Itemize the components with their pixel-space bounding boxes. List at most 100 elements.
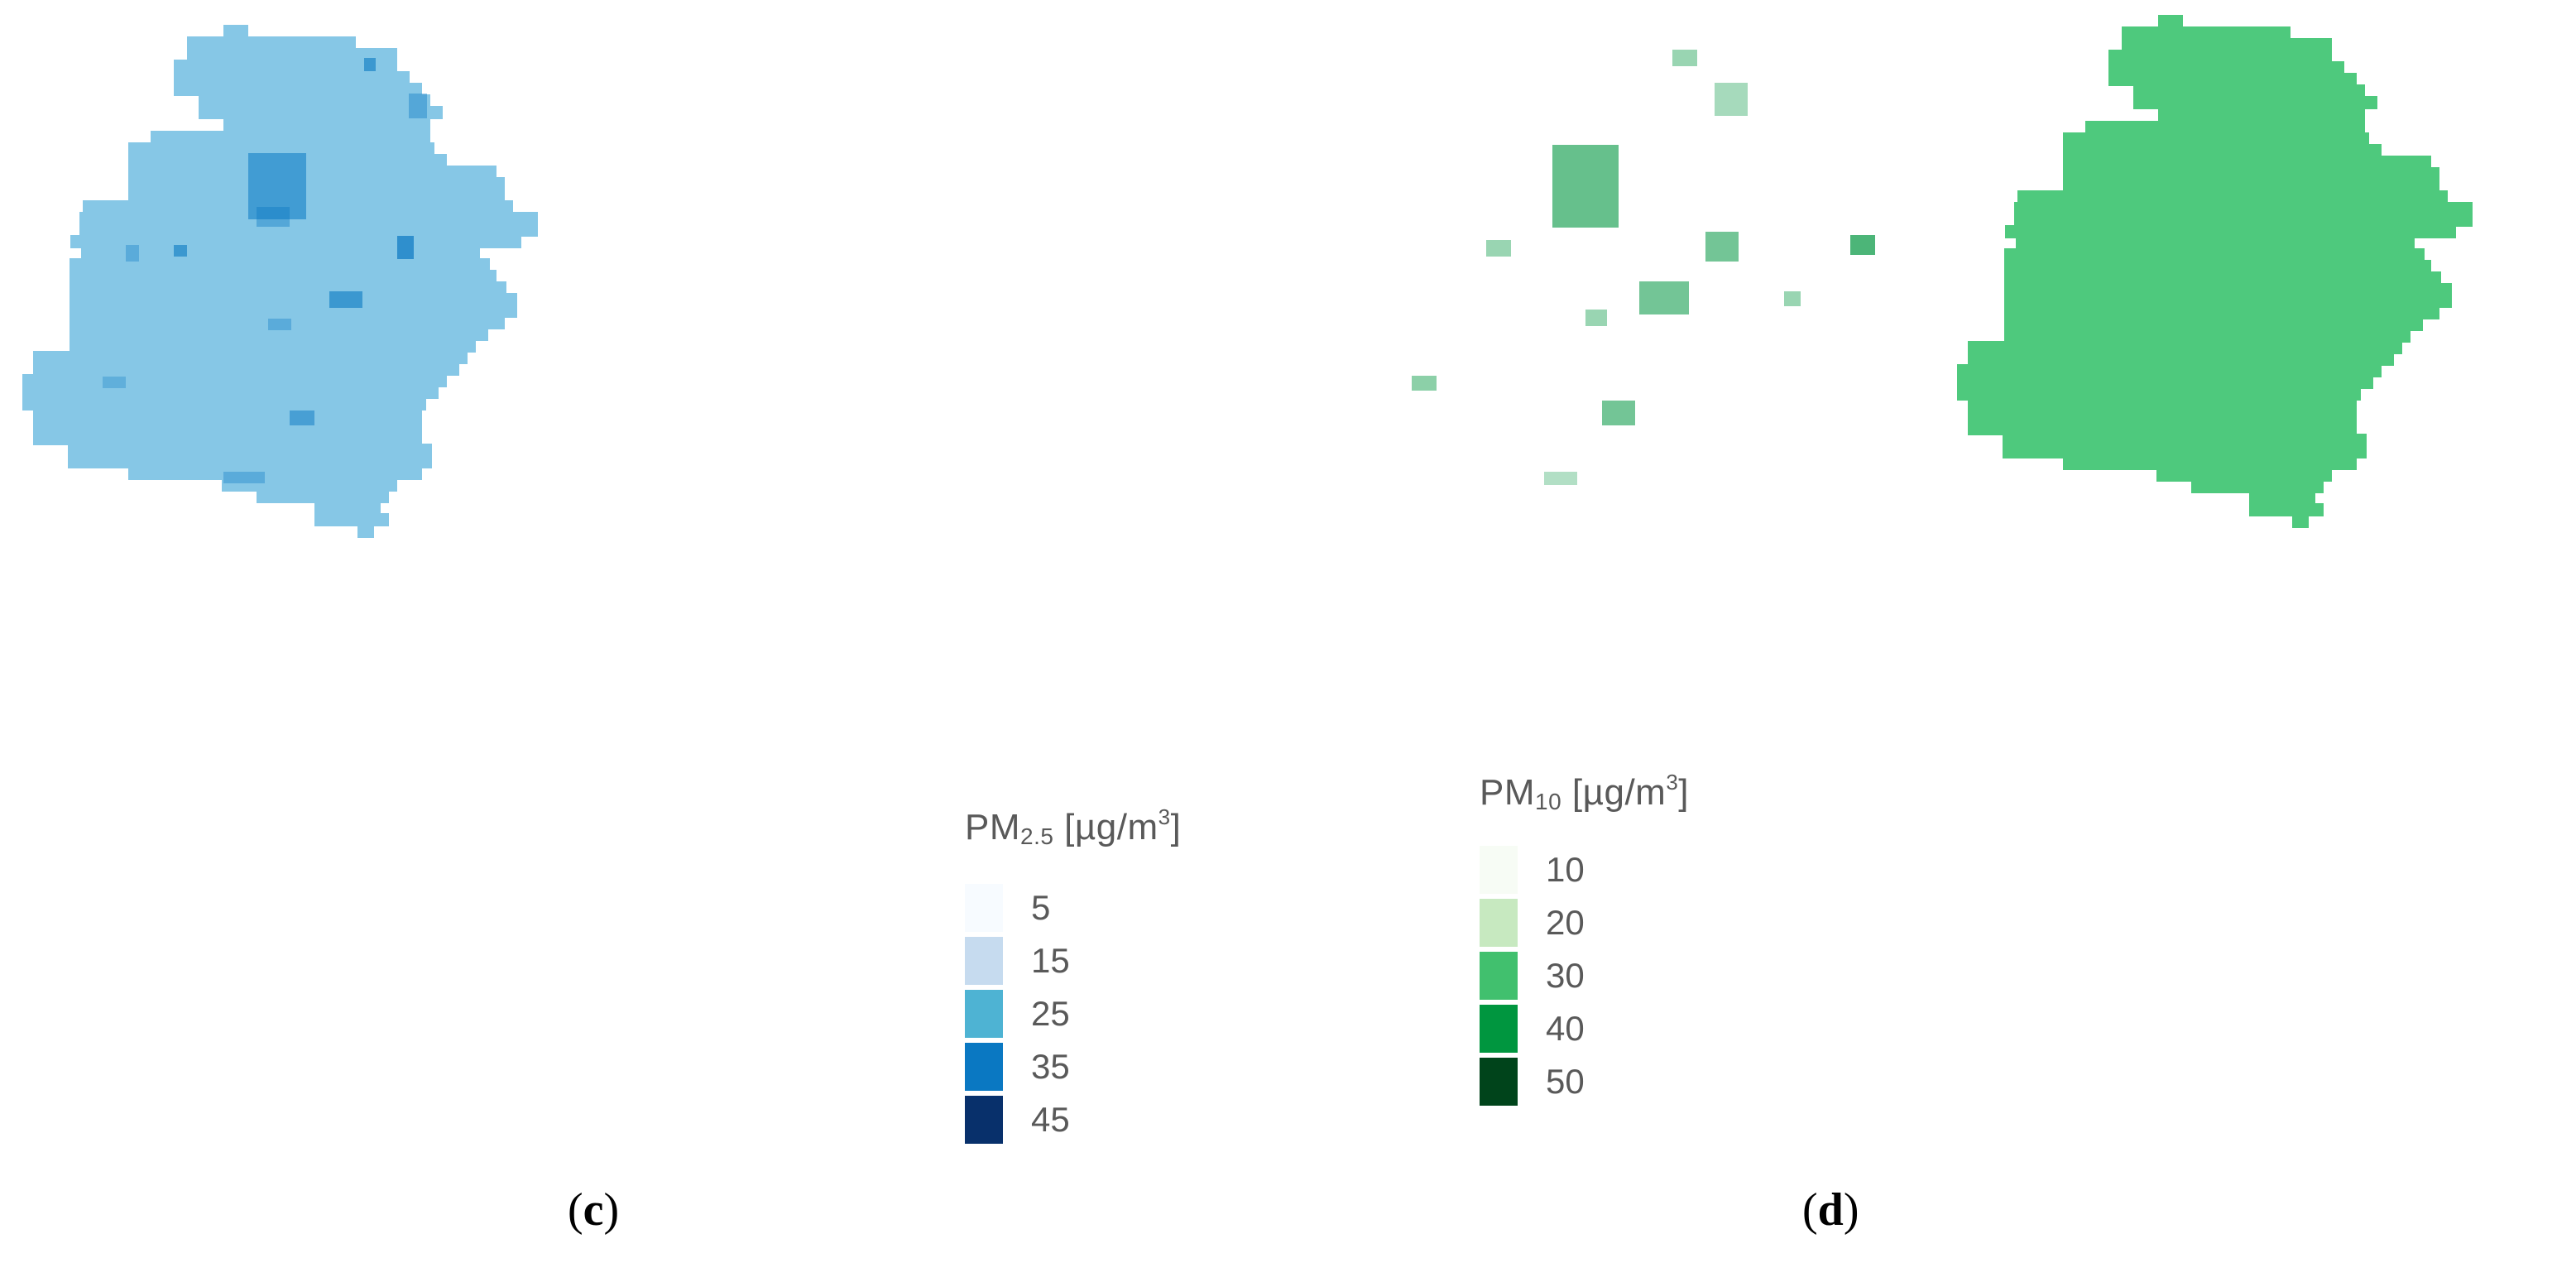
legend-label: 30 [1546, 956, 1585, 995]
high-concentration-cell [1486, 240, 1511, 257]
pm25-legend: PM2.5 [µg/m3] 5 15 25 35 45 [965, 804, 1181, 1146]
map-cell-row [187, 36, 356, 50]
map-cell-row [257, 490, 389, 503]
map-cell-row [70, 293, 517, 306]
map-cell-row [33, 351, 468, 364]
map-cell-row [128, 467, 422, 480]
high-concentration-cell [1672, 50, 1697, 66]
map-cell-row [314, 502, 381, 515]
legend-swatch [965, 990, 1003, 1038]
map-cell-row [70, 339, 476, 353]
legend-item: 10 [1480, 843, 1689, 896]
map-cell-row [2133, 84, 2365, 98]
legend-label: 45 [1031, 1100, 1070, 1139]
map-cell-row [174, 71, 410, 84]
map-cell-row [33, 432, 422, 445]
legend-title: PM2.5 [µg/m3] [965, 804, 1182, 849]
map-cell-row [1968, 410, 2357, 424]
high-concentration-cell [1850, 235, 1875, 255]
map-cell-row [2085, 121, 2365, 134]
map-cell-row [2249, 492, 2315, 505]
map-cell-row [2063, 179, 2439, 192]
high-concentration-cell [126, 245, 139, 262]
map-cell-row [2004, 283, 2452, 296]
map-cell-row [70, 270, 496, 283]
high-concentration-cell [329, 291, 362, 308]
map-cell-row [1957, 376, 2373, 389]
high-concentration-cell [257, 207, 290, 227]
map-cell-row [79, 212, 538, 225]
legend-item: 45 [965, 1093, 1181, 1146]
pm10-concentration-map [1412, 15, 2473, 528]
map-cell-row [2108, 50, 2332, 63]
high-concentration-cell [1715, 83, 1748, 116]
high-concentration-cell [364, 58, 376, 71]
map-cell-row [223, 25, 248, 38]
map-cell-row [2063, 457, 2357, 470]
high-concentration-cell [223, 472, 265, 483]
map-cell-row [1968, 422, 2357, 435]
map-cell-row [2004, 329, 2411, 343]
map-cell-row [70, 316, 505, 329]
panel-caption: (d) [1802, 1184, 1859, 1236]
legend-swatch [1480, 1005, 1518, 1053]
map-cell-row [22, 397, 426, 410]
legend-swatch [1480, 899, 1518, 947]
map-cell-row [199, 106, 443, 119]
pm25-concentration-map [22, 25, 538, 538]
high-concentration-cell [248, 153, 306, 219]
map-cell-row [128, 177, 505, 190]
high-concentration-cell [397, 236, 414, 259]
map-cell-row [2249, 503, 2324, 516]
legend-swatch [1480, 952, 1518, 1000]
legend-label: 20 [1546, 903, 1585, 942]
map-cell-row [2063, 144, 2382, 157]
map-cell-row [2191, 480, 2324, 493]
map-cell-row [174, 60, 397, 73]
map-cell-row [33, 362, 459, 376]
map-cell-row [2292, 515, 2309, 528]
legend-label: 5 [1031, 888, 1051, 927]
high-concentration-cell [1552, 145, 1619, 228]
panel-pm25: PM2.5 [µg/m3] 5 15 25 35 45 (c) [22, 25, 1181, 1236]
map-cell-row [2004, 295, 2452, 308]
map-cell-row [2122, 26, 2291, 40]
high-concentration-cell [1544, 472, 1577, 485]
map-cell-row [128, 142, 434, 156]
map-cell-row [2108, 73, 2357, 86]
map-cell-row [2016, 237, 2415, 250]
panel-pm10: PM10 [µg/m3] 10 20 30 40 50 (d) [1288, 0, 2575, 1277]
map-cell-row [68, 444, 432, 457]
map-cell-row [2122, 38, 2332, 51]
high-concentration-cell [1412, 376, 1437, 391]
high-concentration-cell [1705, 232, 1739, 262]
map-cell-row [68, 455, 432, 468]
map-cell-row [70, 305, 517, 318]
map-cell-row [128, 189, 505, 202]
pm10-legend: PM10 [µg/m3] 10 20 30 40 50 [1480, 770, 1689, 1108]
map-cell-row [2004, 306, 2439, 319]
map-cell-row [2133, 96, 2377, 109]
high-concentration-cell [409, 94, 427, 118]
map-cell-row [70, 328, 488, 341]
map-cell-row [2005, 225, 2456, 238]
high-concentration-cell [1639, 281, 1689, 314]
map-cell-row [81, 247, 480, 260]
map-cell-row [2158, 108, 2365, 121]
legend-item: 15 [965, 934, 1181, 987]
legend-swatch [965, 1043, 1003, 1091]
map-cell-row [2063, 156, 2431, 169]
map-cell-row [70, 258, 490, 271]
map-cell-row [2004, 318, 2423, 331]
legend-swatch [1480, 846, 1518, 894]
map-cell-row [2003, 445, 2367, 458]
high-concentration-cell [1784, 291, 1801, 306]
legend-label: 25 [1031, 994, 1070, 1033]
map-cell-row [2003, 434, 2367, 447]
map-cell-row [33, 420, 422, 434]
map-cell-row [222, 478, 397, 492]
legend-title: PM10 [µg/m3] [1480, 770, 1690, 814]
map-cell-row [128, 166, 496, 179]
map-cell-row [223, 118, 430, 131]
map-cell-row [187, 48, 397, 61]
